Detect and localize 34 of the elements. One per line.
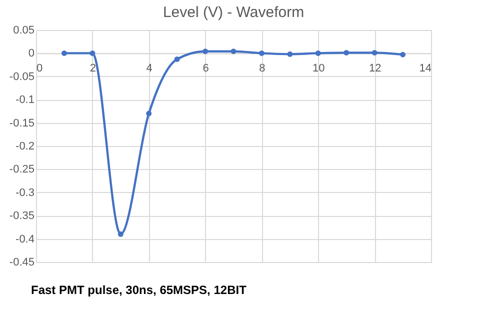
point bbox=[315, 50, 321, 56]
y-tick-label: 0 bbox=[28, 48, 34, 60]
x-tick-label: 10 bbox=[312, 62, 325, 75]
x-tick-label: 4 bbox=[146, 62, 152, 75]
y-tick-label: -0.45 bbox=[9, 256, 34, 268]
point bbox=[287, 51, 293, 57]
point bbox=[400, 52, 406, 58]
point bbox=[230, 48, 236, 54]
y-tick-label: -0.3 bbox=[16, 186, 34, 199]
x-tick-label: 8 bbox=[259, 62, 266, 75]
text: Fast PMT pulse, 30ns, 65MSPS, 12BIT bbox=[31, 283, 248, 297]
y-tick-label: -0.15 bbox=[9, 117, 34, 130]
point bbox=[90, 50, 96, 56]
point bbox=[372, 50, 378, 56]
point bbox=[258, 50, 264, 56]
point bbox=[61, 50, 67, 56]
x-tick-label: 12 bbox=[368, 62, 382, 75]
x-tick-label: 2 bbox=[90, 62, 96, 75]
y-tick-label: -0.05 bbox=[9, 70, 34, 83]
y-tick-label: -0.2 bbox=[16, 140, 34, 152]
point bbox=[118, 231, 124, 237]
x-tick-label: 0 bbox=[36, 62, 43, 75]
point bbox=[344, 50, 350, 56]
point bbox=[202, 48, 208, 54]
y-tick-label: -0.35 bbox=[9, 210, 34, 222]
y-tick-label: -0.25 bbox=[9, 164, 34, 176]
point bbox=[174, 56, 180, 62]
y-tick-label: -0.1 bbox=[16, 94, 34, 106]
y-tick-label: -0.4 bbox=[16, 233, 34, 246]
y-tick-label: 0.05 bbox=[13, 24, 34, 36]
x-tick-label: 6 bbox=[202, 62, 209, 75]
x-tick-label: 14 bbox=[419, 62, 432, 75]
point bbox=[146, 110, 152, 116]
chart-title: Level (V) - Waveform bbox=[162, 4, 304, 21]
